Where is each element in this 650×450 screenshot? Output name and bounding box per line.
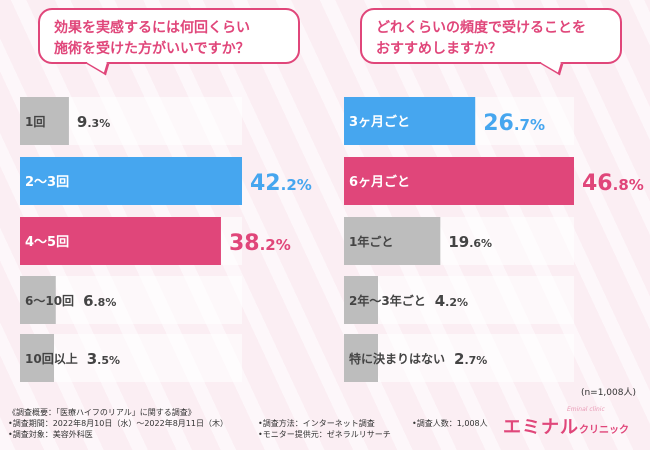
bar-track <box>344 334 574 382</box>
footer-overview: 《調査概要：「医療ハイフのリアル」に関する調査》 <box>8 408 196 417</box>
value-label-right-3: 4.2% <box>435 292 468 310</box>
value-label-left-3: 6.8% <box>83 292 116 310</box>
category-label-left-2: 4〜5回 <box>25 235 69 250</box>
bar-right-0 <box>344 97 476 145</box>
footer-people: •調査人数：1,008人 <box>412 419 488 428</box>
footer-method: •調査方法：インターネット調査 <box>258 419 375 428</box>
value-label-left-4: 3.5% <box>87 350 120 368</box>
category-label-right-0: 3ヶ月ごと <box>349 114 410 130</box>
value-label-right-2: 19.6% <box>448 233 492 251</box>
bar-track <box>20 334 242 382</box>
question-bubble-right: どれくらいの頻度で受けることを おすすめしますか？ <box>360 8 622 64</box>
category-label-left-3: 6〜10回 <box>25 294 74 308</box>
brand-name: エミナル <box>503 417 579 438</box>
bar-track <box>20 276 242 324</box>
value-label-left-0: 9.3% <box>77 113 110 131</box>
footer-middle: •調査方法：インターネット調査 •モニター提供元：ゼネラルリサーチ <box>258 418 391 440</box>
question-bubble-left: 効果を実感するには何回くらい 施術を受けた方がいいですか？ <box>38 8 300 64</box>
category-label-left-0: 1回 <box>25 115 45 129</box>
bar-track <box>344 276 574 324</box>
footer-provider: •モニター提供元：ゼネラルリサーチ <box>258 430 391 439</box>
category-label-right-3: 2年〜3年ごと <box>349 293 426 308</box>
question-left-line2: 施術を受けた方がいいですか？ <box>54 41 250 57</box>
footer-period: •調査期間：2022年8月10日（水）〜2022年8月11日（木） <box>8 419 228 428</box>
bar-left-1 <box>20 157 242 205</box>
bar-left-4 <box>20 334 54 382</box>
category-label-left-1: 2〜3回 <box>25 175 69 190</box>
brand-logo-text: Eminal clinic <box>567 406 605 413</box>
category-label-right-1: 6ヶ月ごと <box>349 174 410 190</box>
category-label-left-4: 10回以上 <box>25 351 78 366</box>
value-label-right-1: 46.8% <box>582 171 644 196</box>
brand-sub: クリニック <box>579 425 629 436</box>
footer-left: 《調査概要：「医療ハイフのリアル」に関する調査》 •調査期間：2022年8月10… <box>8 407 228 440</box>
category-label-right-2: 1年ごと <box>349 234 393 249</box>
bar-left-2 <box>20 217 221 265</box>
question-right-line2: おすすめしますか？ <box>376 41 502 57</box>
bar-right-2 <box>344 217 441 265</box>
bar-right-3 <box>344 276 378 324</box>
category-label-right-4: 特に決まりはない <box>349 351 445 366</box>
sample-size-note: (n=1,008人) <box>580 388 636 398</box>
value-label-right-4: 2.7% <box>454 350 487 368</box>
bar-right-4 <box>344 334 378 382</box>
brand-logo: Eminal clinic エミナルクリニック <box>503 406 629 439</box>
value-label-left-1: 42.2% <box>250 171 312 196</box>
question-left-line1: 効果を実感するには何回くらい <box>54 20 250 36</box>
footer-target: •調査対象：美容外科医 <box>8 430 93 439</box>
value-label-right-0: 26.7% <box>483 111 545 136</box>
bar-right-1 <box>344 157 574 205</box>
question-right-line1: どれくらいの頻度で受けることを <box>376 20 586 36</box>
footer-right: •調査人数：1,008人 <box>412 418 488 429</box>
bar-left-0 <box>20 97 69 145</box>
value-label-left-2: 38.2% <box>229 231 291 256</box>
bar-left-3 <box>20 276 56 324</box>
